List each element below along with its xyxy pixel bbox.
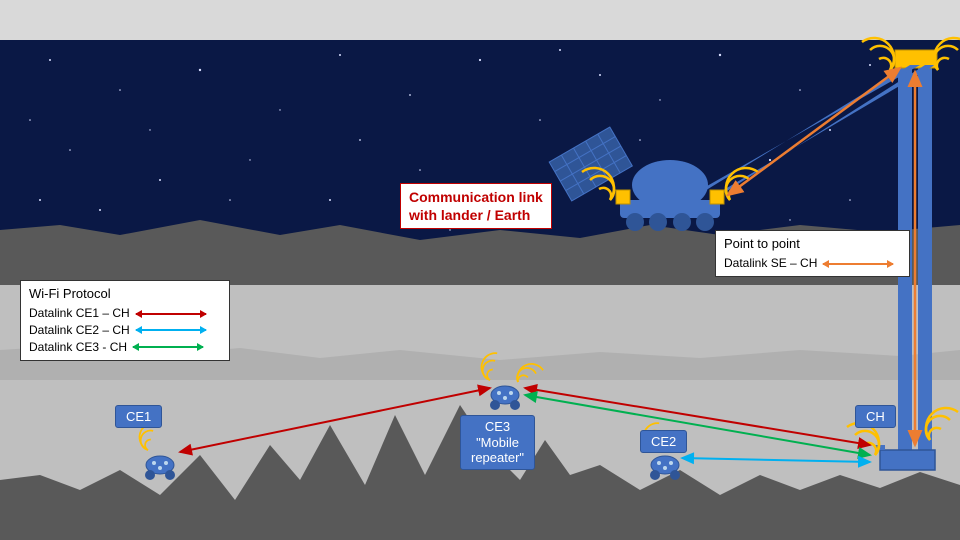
- wifi-legend: Wi-Fi Protocol Datalink CE1 – CH Datalin…: [20, 280, 230, 361]
- legend-row-ce2: Datalink CE2 – CH: [29, 322, 221, 339]
- ch-label: CH: [855, 405, 896, 428]
- legend-arrow-cyan: [136, 329, 206, 331]
- lunar-communication-diagram: Wi-Fi Protocol Datalink CE1 – CH Datalin…: [0, 0, 960, 540]
- p2p-legend: Point to point Datalink SE – CH: [715, 230, 910, 277]
- ce1-label: CE1: [115, 405, 162, 428]
- legend-arrow-red: [136, 313, 206, 315]
- comm-link-label: Communication link with lander / Earth: [400, 183, 552, 229]
- legend-row-ce1: Datalink CE1 – CH: [29, 305, 221, 322]
- legend-arrow-green: [133, 346, 203, 348]
- legend-arrow-orange: [823, 263, 893, 265]
- legend-row-ce3: Datalink CE3 - CH: [29, 339, 221, 356]
- legend-row-se: Datalink SE – CH: [724, 255, 901, 272]
- wifi-legend-header: Wi-Fi Protocol: [29, 285, 221, 303]
- p2p-legend-header: Point to point: [724, 235, 901, 253]
- ce3-label: CE3 "Mobile repeater": [460, 415, 535, 470]
- ce2-label: CE2: [640, 430, 687, 453]
